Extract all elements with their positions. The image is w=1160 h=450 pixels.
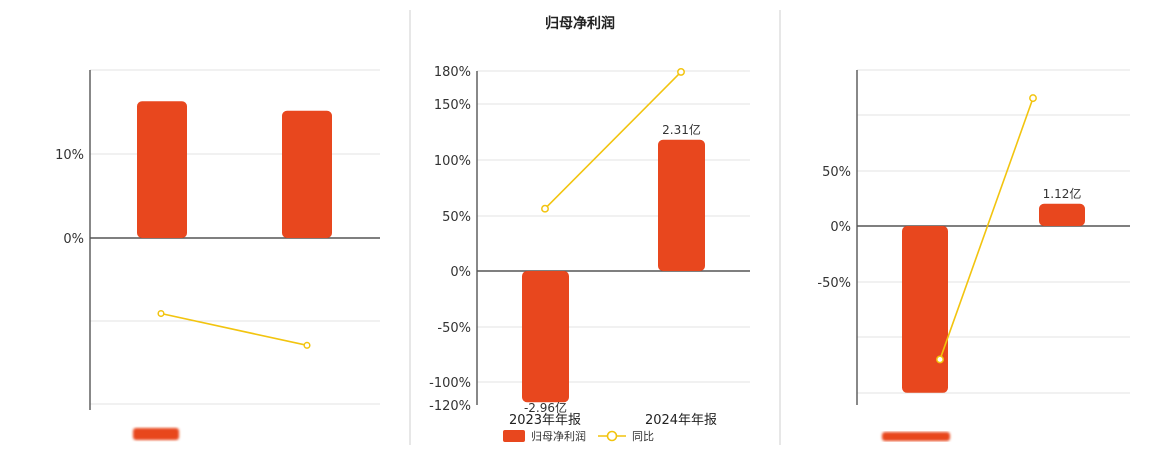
x-category-label: 2024年年报 xyxy=(645,413,717,428)
bar xyxy=(137,101,187,238)
line-point xyxy=(936,355,944,364)
gridlines xyxy=(857,69,1130,394)
y-tick-label: 0% xyxy=(830,220,851,235)
chart-panel-3: 50% 0% -50% 1.12亿 xyxy=(817,69,1130,441)
line-point xyxy=(677,68,685,76)
line-point xyxy=(303,341,311,349)
y-tick-label: 150% xyxy=(434,98,471,113)
bar xyxy=(902,226,948,393)
bar xyxy=(522,271,569,403)
line-point xyxy=(541,204,549,213)
plot-marks: 1.12亿 xyxy=(902,94,1085,393)
bar-data-label: 2.31亿 xyxy=(662,122,701,137)
chart-title: 归母净利润 xyxy=(545,15,615,32)
x-category-label: 2023年年报 xyxy=(509,413,581,428)
bar xyxy=(658,139,705,271)
y-tick-label: -100% xyxy=(429,376,471,391)
legend-swatch xyxy=(133,428,179,440)
bar xyxy=(282,110,332,238)
y-tick-label: 50% xyxy=(442,210,471,225)
y-tick-label: 180% xyxy=(434,65,471,80)
bar xyxy=(1039,203,1085,226)
bar-data-label: 1.12亿 xyxy=(1043,186,1082,201)
chart-panel-2: 归母净利润 180% 150% 100% 50% 0% -50% -100% -… xyxy=(429,15,750,443)
line-series xyxy=(160,312,308,347)
chart-panel-1: 10% 0% xyxy=(55,69,380,440)
line-series xyxy=(939,97,1034,360)
y-tick-label: 100% xyxy=(434,154,471,169)
y-tick-label: -50% xyxy=(437,321,471,336)
y-tick-label: -50% xyxy=(817,276,851,291)
legend-swatch xyxy=(882,432,950,441)
gridlines xyxy=(477,70,750,383)
legend-swatch-bar xyxy=(503,430,525,442)
legend-label: 同比 xyxy=(632,430,654,443)
legend-label: 归母净利润 xyxy=(531,429,586,443)
y-tick-label: 0% xyxy=(63,232,84,247)
y-tick-label: 50% xyxy=(822,165,851,180)
gridlines xyxy=(90,69,380,405)
y-tick-label: 0% xyxy=(450,265,471,280)
y-tick-label: -120% xyxy=(429,399,471,414)
legend-swatch-marker xyxy=(606,430,618,442)
plot-marks: -2.96亿 2.31亿 xyxy=(522,68,705,415)
line-point xyxy=(157,309,165,318)
legend: 归母净利润 同比 xyxy=(503,429,654,443)
y-tick-label: 10% xyxy=(55,148,84,163)
line-series xyxy=(544,71,682,210)
bar-data-label: -2.96亿 xyxy=(524,400,567,415)
plot-marks xyxy=(137,101,332,349)
line-point xyxy=(1029,94,1037,103)
